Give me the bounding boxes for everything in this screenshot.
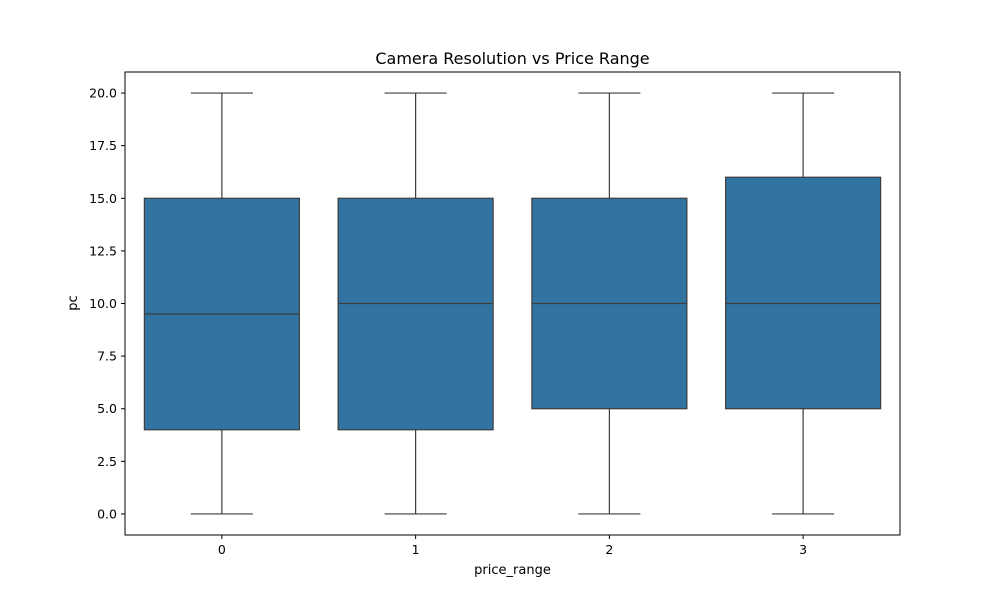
plot-frame <box>124 71 901 536</box>
chart-title: Camera Resolution vs Price Range <box>375 49 649 68</box>
y-tick-label: 20.0 <box>89 86 117 101</box>
y-tick-label: 17.5 <box>89 138 117 153</box>
y-tick-label: 12.5 <box>89 243 117 258</box>
y-axis-label: pc <box>66 295 81 310</box>
x-axis-label: price_range <box>474 563 551 578</box>
y-tick-label: 10.0 <box>89 296 117 311</box>
y-tick-label: 15.0 <box>89 191 117 206</box>
x-tick-label: 1 <box>412 542 420 557</box>
y-tick-label: 5.0 <box>97 401 117 416</box>
y-tick-label: 2.5 <box>97 454 117 469</box>
y-tick-label: 0.0 <box>97 506 117 521</box>
plot-area: 0.0 2.5 5.0 7.5 10.0 12.5 15.0 17.5 20.0 0 1 2 3 <box>89 71 901 557</box>
x-tick-label: 0 <box>218 542 226 557</box>
x-tick-label: 3 <box>799 542 807 557</box>
y-tick-label: 7.5 <box>97 349 117 364</box>
box-iqr <box>725 176 882 410</box>
box-iqr <box>337 197 494 431</box>
x-tick-label: 2 <box>605 542 613 557</box>
